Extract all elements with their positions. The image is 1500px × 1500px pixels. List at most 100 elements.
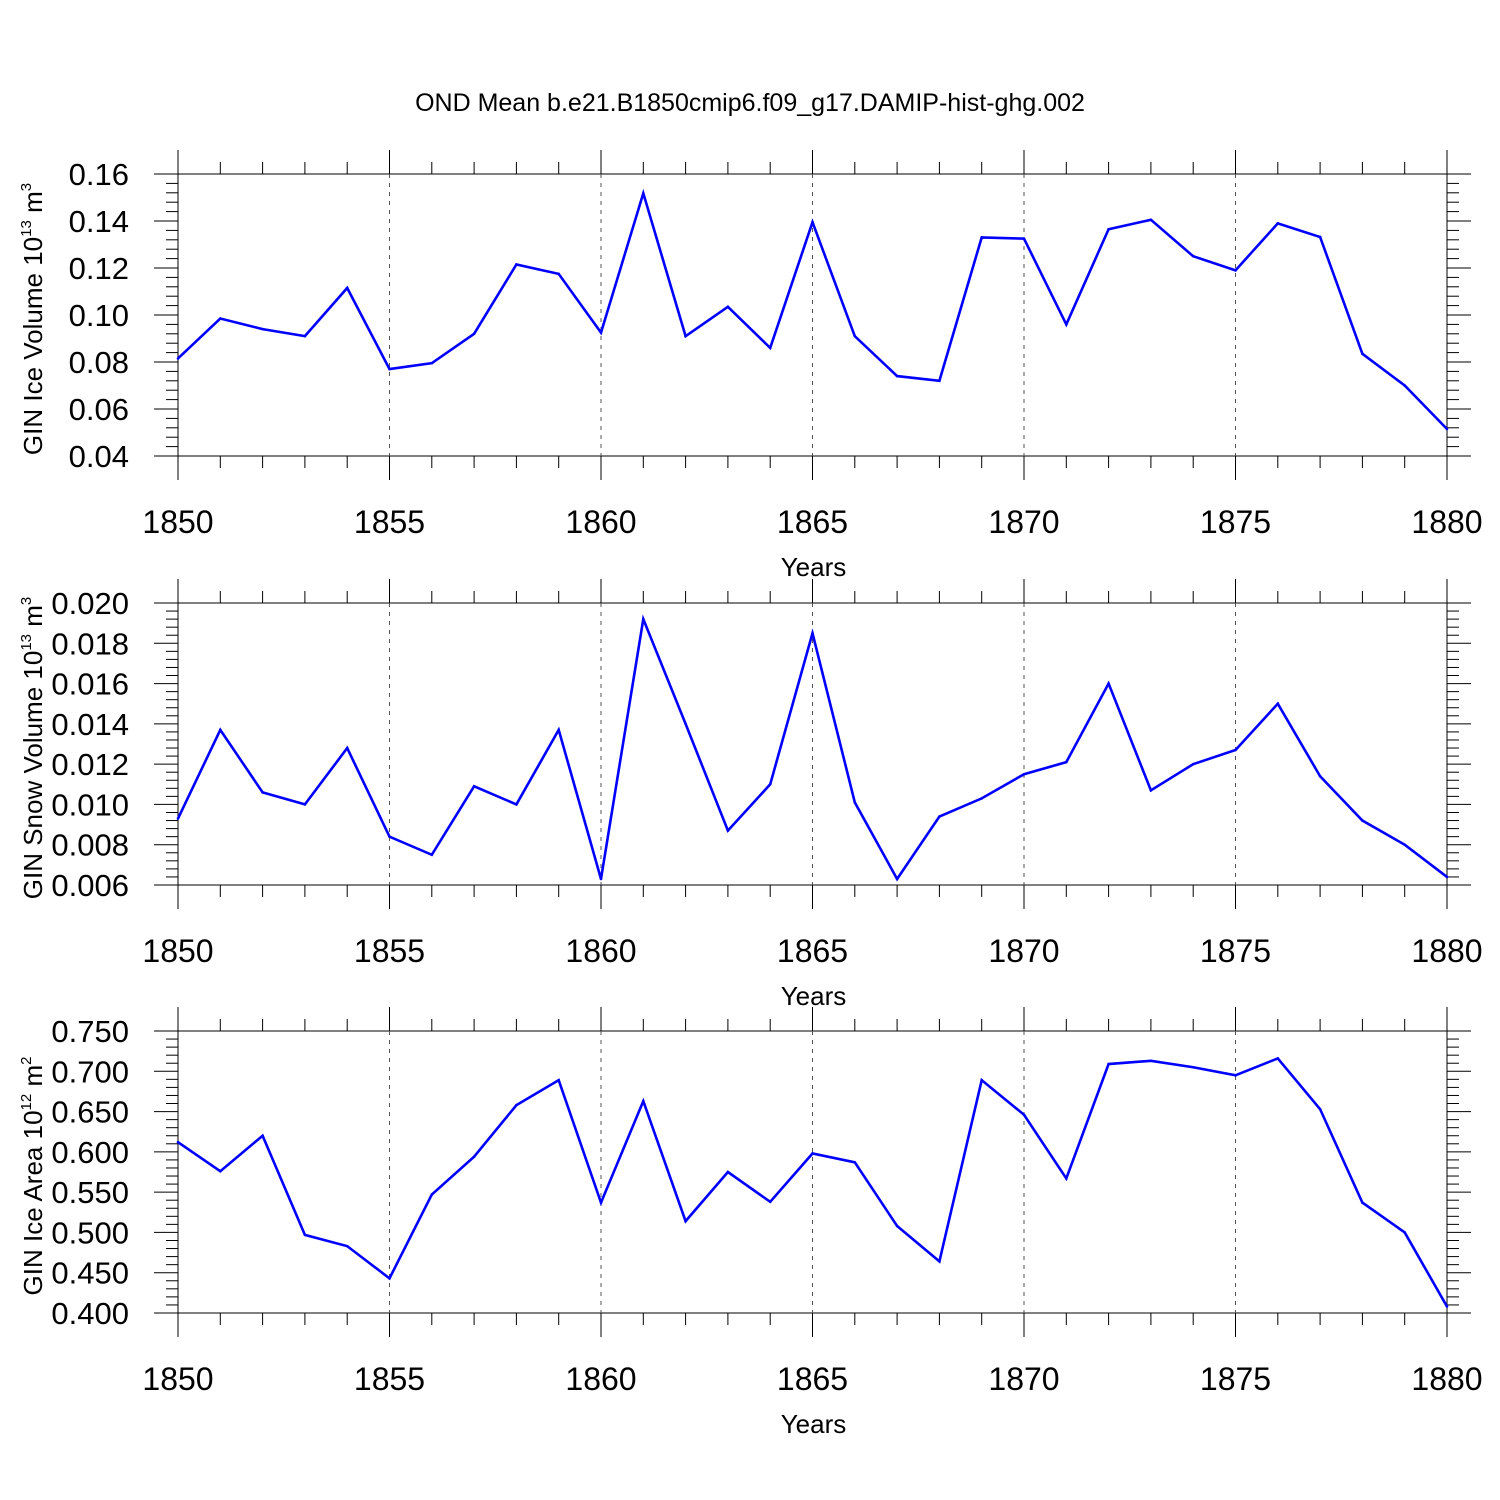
- data-point: [557, 728, 560, 732]
- x-tick-label: 1875: [1200, 504, 1271, 540]
- data-point: [684, 722, 687, 726]
- y-tick-label: 0.014: [51, 707, 129, 742]
- data-point: [261, 791, 264, 794]
- data-point: [1022, 237, 1026, 240]
- data-point: [938, 1260, 941, 1263]
- data-point: [1022, 1113, 1026, 1117]
- x-tick-label: 1855: [354, 504, 425, 540]
- data-point: [938, 379, 941, 383]
- x-tick-label: 1880: [1411, 933, 1482, 969]
- data-point: [388, 835, 391, 838]
- data-point: [853, 801, 857, 804]
- y-tick-label: 0.020: [51, 586, 129, 621]
- y-tick-label: 0.008: [51, 828, 129, 863]
- y-tick-label: 0.600: [51, 1135, 129, 1170]
- data-point: [768, 1200, 772, 1204]
- x-tick-label: 1860: [565, 1361, 636, 1397]
- data-point: [1361, 1201, 1364, 1204]
- chart-panel-2: 1850 1855 1860 1865 1870 1875 1880 0.006 0.008 0.…: [18, 579, 1483, 1011]
- data-point: [430, 1193, 434, 1196]
- data-point: [1445, 875, 1449, 879]
- data-point: [642, 1099, 645, 1103]
- data-point: [345, 746, 349, 750]
- data-point: [853, 1161, 857, 1164]
- data-point: [219, 728, 222, 732]
- chart-title: OND Mean b.e21.B1850cmip6.f09_g17.DAMIP-…: [415, 89, 1085, 117]
- data-point: [261, 327, 264, 331]
- data-point: [1191, 762, 1195, 766]
- data-point: [345, 286, 349, 290]
- data-point: [1318, 774, 1322, 778]
- data-point: [980, 236, 983, 239]
- x-tick-label: 1855: [354, 1361, 425, 1397]
- data-point: [1065, 1177, 1068, 1180]
- data-point: [1234, 1074, 1237, 1077]
- data-point: [515, 803, 518, 806]
- data-point: [599, 877, 603, 881]
- y-tick-label: 0.550: [51, 1175, 129, 1210]
- y-tick-label: 0.500: [51, 1215, 129, 1250]
- data-point: [1276, 702, 1280, 706]
- data-point: [853, 334, 857, 338]
- data-point: [303, 334, 307, 338]
- data-point: [726, 1170, 730, 1174]
- data-point: [642, 191, 645, 195]
- y-tick-label: 0.450: [51, 1256, 129, 1291]
- x-tick-label: 1870: [988, 504, 1059, 540]
- data-point: [557, 1078, 560, 1082]
- data-point: [430, 853, 434, 857]
- data-point: [1445, 1305, 1449, 1308]
- chart-panel-3: 1850 1855 1860 1865 1870 1875 1880 0.400 0.450 0.…: [18, 1007, 1483, 1439]
- x-tick-label: 1880: [1411, 504, 1482, 540]
- data-point: [472, 785, 476, 788]
- data-point: [1107, 227, 1110, 231]
- y-tick-label: 0.750: [51, 1014, 129, 1049]
- y-axis-label: GIN Ice Volume 1013 m3: [18, 183, 48, 455]
- data-point: [1276, 222, 1280, 225]
- x-tick-label: 1860: [565, 504, 636, 540]
- data-point: [895, 877, 899, 881]
- y-tick-label: 0.06: [69, 392, 129, 427]
- x-tick-label: 1875: [1200, 1361, 1271, 1397]
- y-tick-label: 0.14: [69, 204, 129, 239]
- data-point: [726, 305, 730, 309]
- y-tick-label: 0.04: [69, 439, 129, 474]
- data-point: [303, 1233, 307, 1237]
- y-tick-label: 0.16: [69, 157, 129, 192]
- y-tick-label: 0.650: [51, 1095, 129, 1130]
- y-tick-label: 0.006: [51, 868, 129, 903]
- x-tick-label: 1875: [1200, 933, 1271, 969]
- x-tick-label: 1870: [988, 933, 1059, 969]
- x-tick-label: 1870: [988, 1361, 1059, 1397]
- data-point: [684, 1219, 687, 1223]
- chart-panel-1: 1850 1855 1860 1865 1870 1875 1880 0.04 0.06 0.08…: [18, 150, 1483, 582]
- data-point: [1318, 1107, 1322, 1111]
- x-tick-label: 1880: [1411, 1361, 1482, 1397]
- x-axis-label: Years: [781, 552, 847, 582]
- data-point: [557, 272, 560, 276]
- x-tick-label: 1865: [777, 1361, 848, 1397]
- data-point: [430, 361, 434, 365]
- x-axis-label: Years: [781, 981, 847, 1011]
- data-point: [261, 1134, 264, 1138]
- data-point: [176, 1140, 180, 1144]
- data-point: [768, 782, 772, 786]
- data-point: [642, 617, 645, 621]
- data-point: [1403, 384, 1406, 387]
- data-point: [303, 803, 307, 806]
- data-point: [1318, 235, 1322, 239]
- data-point: [1191, 1065, 1195, 1069]
- data-point: [345, 1244, 349, 1248]
- data-point: [1361, 819, 1364, 822]
- data-point: [176, 817, 180, 820]
- y-axis-label: GIN Snow Volume 1013 m3: [18, 597, 48, 900]
- data-point: [388, 367, 391, 371]
- x-tick-label: 1850: [142, 504, 213, 540]
- data-point: [811, 631, 814, 635]
- data-point: [895, 374, 899, 378]
- y-tick-label: 0.08: [69, 345, 129, 380]
- data-point: [895, 1224, 899, 1228]
- data-point: [684, 334, 687, 338]
- data-point: [599, 331, 603, 334]
